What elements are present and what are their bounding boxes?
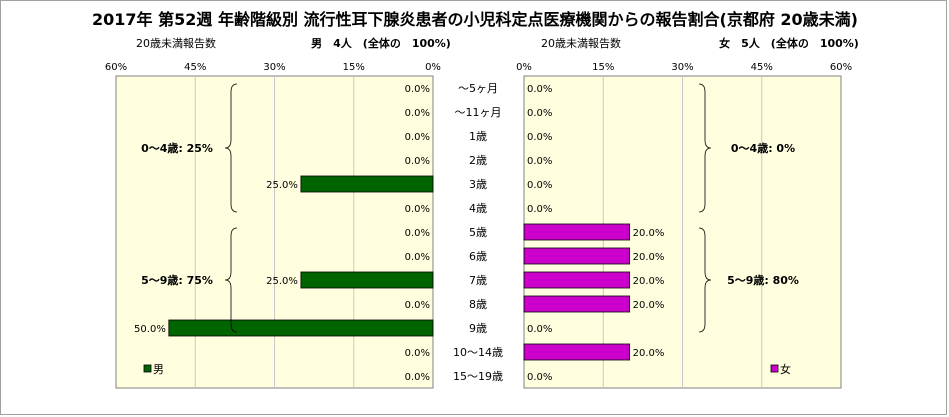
male-value-label: 25.0% <box>266 276 298 287</box>
female-x-tick-label: 45% <box>751 62 773 73</box>
male-group-label: 5～9歳: 75% <box>141 273 213 287</box>
female-value-label: 20.0% <box>633 252 665 263</box>
female-x-tick-label: 60% <box>830 62 852 73</box>
female-value-label: 0.0% <box>527 204 552 215</box>
category-label: 9歳 <box>469 322 487 335</box>
category-label: 3歳 <box>469 178 487 191</box>
category-label: 1歳 <box>469 130 487 143</box>
male-x-tick-label: 0% <box>425 62 441 73</box>
female-bar <box>523 223 631 241</box>
male-value-label: 0.0% <box>405 132 430 143</box>
category-label: 15～19歳 <box>453 370 503 383</box>
male-value-label: 0.0% <box>405 84 430 95</box>
male-legend-label: 男 <box>153 363 164 376</box>
male-value-label: 25.0% <box>266 180 298 191</box>
female-bar <box>523 247 631 265</box>
male-group-brace <box>224 83 238 213</box>
female-value-labels: 0.0% 0.0% 0.0% 0.0% 0.0% 0.0% 20.0% 20.0% 20.0% 2… <box>527 84 664 383</box>
male-x-tick-label: 45% <box>184 62 206 73</box>
male-group-label: 0～4歳: 25% <box>141 141 213 155</box>
female-value-label: 20.0% <box>633 348 665 359</box>
category-label: ～5ヶ月 <box>458 82 498 95</box>
female-tick-labels: 0% 15% 30% 45% 60% <box>516 62 852 73</box>
female-subtitle-main: 女 5人 (全体の 100%) <box>719 36 859 50</box>
category-label: 4歳 <box>469 202 487 215</box>
category-label: 2歳 <box>469 154 487 167</box>
male-value-label: 0.0% <box>405 204 430 215</box>
female-value-label: 20.0% <box>633 300 665 311</box>
female-group-label: 0～4歳: 0% <box>731 141 795 155</box>
male-bar <box>168 319 434 337</box>
female-value-label: 0.0% <box>527 156 552 167</box>
female-value-label: 20.0% <box>633 228 665 239</box>
female-value-label: 0.0% <box>527 84 552 95</box>
category-label: 7歳 <box>469 274 487 287</box>
female-bar <box>523 271 631 289</box>
male-x-tick-label: 15% <box>343 62 365 73</box>
male-value-label: 50.0% <box>134 324 166 335</box>
female-value-label: 0.0% <box>527 180 552 191</box>
male-x-tick-label: 60% <box>105 62 127 73</box>
category-labels: ～5ヶ月 ～11ヶ月 1歳 2歳 3歳 4歳 5歳 6歳 7歳 8歳 9歳 10～14歳 15～19歳 <box>453 82 503 383</box>
male-bar <box>300 271 434 289</box>
male-group-brace <box>224 227 238 333</box>
male-subtitle-left: 20歳未満報告数 <box>136 37 216 50</box>
female-value-label: 0.0% <box>527 324 552 335</box>
male-value-label: 0.0% <box>405 108 430 119</box>
female-group-label: 5～9歳: 80% <box>727 273 799 287</box>
female-legend-swatch <box>770 364 779 373</box>
category-label: 10～14歳 <box>453 346 503 359</box>
chart-title: 2017年 第52週 年齢階級別 流行性耳下腺炎患者の小児科定点医療機関からの報… <box>92 10 858 29</box>
male-subtitle-main: 男 4人 (全体の 100%) <box>311 36 451 50</box>
female-legend-label: 女 <box>780 362 791 376</box>
female-value-label: 0.0% <box>527 372 552 383</box>
male-legend-swatch <box>143 364 152 373</box>
male-tick-labels: 60% 45% 30% 15% 0% <box>105 62 441 73</box>
female-x-tick-label: 30% <box>671 62 693 73</box>
category-label: 8歳 <box>469 298 487 311</box>
male-value-label: 0.0% <box>405 228 430 239</box>
male-value-label: 0.0% <box>405 156 430 167</box>
female-group-brace <box>698 83 712 213</box>
female-subtitle-left: 20歳未満報告数 <box>541 37 621 50</box>
male-value-label: 0.0% <box>405 348 430 359</box>
age-group-annotations: 0～4歳: 25% 5～9歳: 75% 0～4歳: 0% 5～9歳: 80% <box>141 83 799 333</box>
female-group-brace <box>698 227 712 333</box>
category-label: 6歳 <box>469 250 487 263</box>
category-label: 5歳 <box>469 226 487 239</box>
female-x-tick-label: 0% <box>516 62 532 73</box>
male-value-labels: 0.0% 0.0% 0.0% 0.0% 25.0% 0.0% 0.0% 0.0% 25.0% 0.… <box>134 84 430 383</box>
female-bar <box>523 343 631 361</box>
female-x-tick-label: 15% <box>592 62 614 73</box>
category-label: ～11ヶ月 <box>455 106 502 119</box>
male-x-tick-label: 30% <box>263 62 285 73</box>
male-value-label: 0.0% <box>405 372 430 383</box>
female-bar <box>523 295 631 313</box>
male-bar <box>300 175 434 193</box>
female-value-label: 20.0% <box>633 276 665 287</box>
female-bars <box>523 223 631 361</box>
female-value-label: 0.0% <box>527 132 552 143</box>
male-value-label: 0.0% <box>405 252 430 263</box>
female-value-label: 0.0% <box>527 108 552 119</box>
male-value-label: 0.0% <box>405 300 430 311</box>
